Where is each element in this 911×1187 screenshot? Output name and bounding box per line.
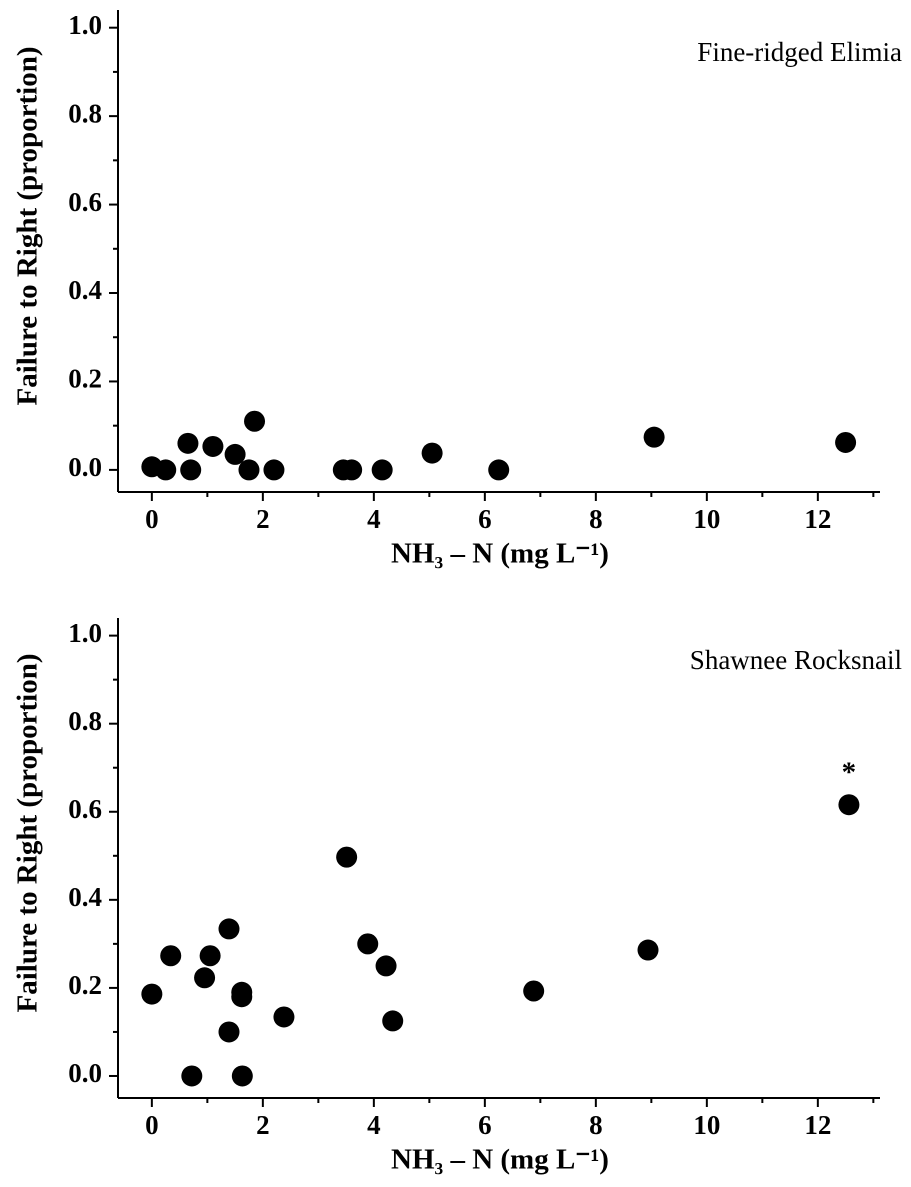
- point: [421, 442, 443, 464]
- x-tick-label: 0: [145, 504, 159, 534]
- x-axis-title: NH₃ – N (mg L⁻¹): [391, 1144, 609, 1176]
- point: [202, 435, 224, 457]
- x-tick-label: 10: [693, 1110, 720, 1140]
- y-tick-label: 1.0: [68, 618, 102, 648]
- x-tick-label: 2: [256, 1110, 270, 1140]
- point: [263, 459, 285, 481]
- point: [637, 939, 659, 961]
- y-tick-label: 0.0: [68, 1058, 102, 1088]
- annotation: *: [842, 756, 857, 788]
- x-tick-label: 8: [589, 504, 603, 534]
- point: [177, 432, 199, 454]
- x-tick-label: 0: [145, 1110, 159, 1140]
- point: [643, 426, 665, 448]
- y-tick-label: 0.8: [68, 98, 102, 128]
- point: [155, 459, 177, 481]
- x-tick-label: 12: [804, 1110, 831, 1140]
- point: [838, 794, 860, 816]
- y-tick-label: 1.0: [68, 10, 102, 40]
- y-tick-label: 0.4: [68, 275, 102, 305]
- point: [231, 986, 253, 1008]
- x-tick-label: 6: [478, 1110, 492, 1140]
- point: [375, 955, 397, 977]
- y-tick-label: 0.6: [68, 187, 102, 217]
- panel-label: Fine-ridged Elimia: [697, 37, 902, 67]
- x-tick-label: 8: [589, 1110, 603, 1140]
- x-tick-label: 4: [367, 1110, 381, 1140]
- y-tick-label: 0.0: [68, 452, 102, 482]
- y-tick-label: 0.4: [68, 882, 102, 912]
- point: [160, 945, 182, 967]
- point: [341, 459, 363, 481]
- point: [218, 1021, 240, 1043]
- panel-label: Shawnee Rocksnail: [690, 645, 902, 675]
- point: [141, 983, 163, 1005]
- x-tick-label: 10: [693, 504, 720, 534]
- x-tick-label: 2: [256, 504, 270, 534]
- point: [199, 945, 221, 967]
- point: [180, 459, 202, 481]
- point: [835, 431, 857, 453]
- y-tick-label: 0.2: [68, 364, 102, 394]
- point: [238, 459, 260, 481]
- point: [244, 410, 266, 432]
- y-tick-label: 0.2: [68, 970, 102, 1000]
- point: [181, 1065, 203, 1087]
- x-tick-label: 6: [478, 504, 492, 534]
- y-tick-label: 0.6: [68, 794, 102, 824]
- x-tick-label: 12: [804, 504, 831, 534]
- point: [231, 1065, 253, 1087]
- x-axis-title: NH₃ – N (mg L⁻¹): [391, 538, 609, 570]
- point: [336, 846, 358, 868]
- point: [218, 918, 240, 940]
- point: [194, 967, 216, 989]
- y-axis-title: Failure to Right (proportion): [12, 653, 44, 1012]
- point: [523, 980, 545, 1002]
- x-tick-label: 4: [367, 504, 381, 534]
- y-tick-label: 0.8: [68, 706, 102, 736]
- point: [371, 459, 393, 481]
- point: [224, 443, 246, 465]
- point: [273, 1006, 295, 1028]
- y-axis-title: Failure to Right (proportion): [12, 46, 44, 405]
- point: [357, 933, 379, 955]
- point: [488, 459, 510, 481]
- point: [382, 1010, 404, 1032]
